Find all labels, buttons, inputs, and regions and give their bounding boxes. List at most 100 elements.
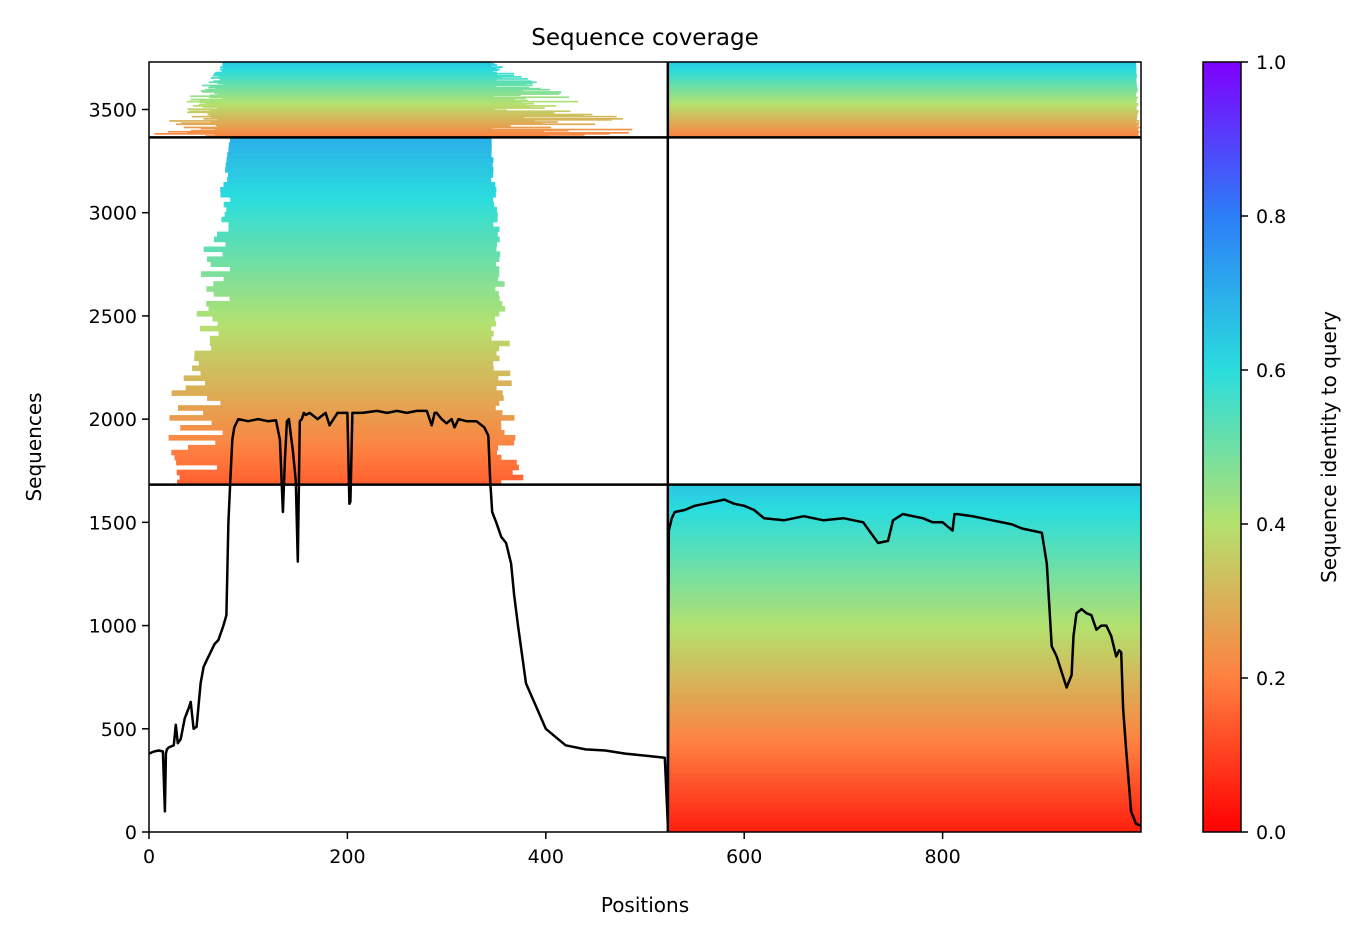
coverage-row <box>667 822 1141 828</box>
coverage-row <box>667 108 1137 110</box>
coverage-row <box>667 121 1137 123</box>
coverage-row <box>667 109 1137 112</box>
coverage-row <box>215 439 515 446</box>
coverage-row <box>667 101 1137 104</box>
coverage-row <box>203 246 497 253</box>
coverage-row <box>209 85 497 88</box>
coverage-region-3 <box>667 484 1141 832</box>
coverage-row <box>199 99 528 102</box>
coverage-row <box>667 97 1138 100</box>
coverage-row <box>667 628 1141 635</box>
coverage-row <box>667 88 1138 91</box>
y-tick-label: 1500 <box>89 512 137 534</box>
coverage-row <box>667 63 1137 65</box>
coverage-row <box>228 147 492 153</box>
coverage-row <box>222 430 505 436</box>
coverage-row <box>667 102 1139 105</box>
coverage-row <box>193 105 557 107</box>
coverage-row <box>667 663 1141 669</box>
coverage-row <box>204 88 550 91</box>
coverage-row <box>221 97 526 100</box>
coverage-row <box>667 643 1141 649</box>
coverage-row <box>667 648 1141 654</box>
coverage-row <box>667 732 1141 739</box>
coverage-row <box>667 568 1141 575</box>
coverage-row <box>202 91 562 93</box>
coverage-row <box>667 782 1141 788</box>
coverage-row <box>667 539 1141 545</box>
colorbar-label: Sequence identity to query <box>1317 311 1341 583</box>
coverage-row <box>208 86 530 89</box>
coverage-row <box>667 752 1141 759</box>
coverage-row <box>206 286 496 292</box>
coverage-row <box>227 177 492 183</box>
coverage-row <box>220 66 503 68</box>
coverage-row <box>190 95 494 98</box>
coverage-row <box>222 83 527 86</box>
coverage-region-1 <box>168 137 524 486</box>
coverage-row <box>200 90 523 92</box>
coverage-row <box>667 802 1141 808</box>
coverage-row <box>194 350 497 357</box>
coverage-row <box>667 777 1141 783</box>
coverage-row <box>667 578 1141 585</box>
coverage-row <box>230 137 492 143</box>
y-tick-label: 500 <box>101 719 137 741</box>
coverage-row <box>220 400 500 406</box>
coverage-row <box>667 499 1141 506</box>
coverage-row <box>186 100 579 103</box>
coverage-row <box>177 479 502 486</box>
coverage-row <box>667 489 1141 496</box>
coverage-row <box>200 271 500 277</box>
coverage-row <box>222 62 492 64</box>
coverage-row <box>169 415 515 421</box>
coverage-row <box>667 82 1137 85</box>
coverage-row <box>222 63 495 65</box>
coverage-row <box>217 119 612 121</box>
coverage-row <box>176 459 517 466</box>
coverage-row <box>190 98 516 101</box>
coverage-row <box>211 420 502 426</box>
y-tick-label: 3500 <box>89 99 137 121</box>
coverage-row <box>223 182 496 188</box>
coverage-row <box>223 201 495 208</box>
coverage-row <box>667 83 1137 86</box>
coverage-row <box>217 93 560 95</box>
coverage-row <box>667 112 1138 115</box>
coverage-row <box>667 524 1141 530</box>
coverage-row <box>667 772 1141 778</box>
y-axis: 0 500 1000 1500 2000 2500 3000 3500 <box>89 99 149 844</box>
coverage-row <box>667 127 1139 130</box>
coverage-row <box>667 494 1141 501</box>
coverage-row <box>225 167 494 173</box>
coverage-row <box>223 67 497 70</box>
coverage-row <box>667 90 1138 92</box>
coverage-row <box>667 683 1141 689</box>
coverage-row <box>209 335 492 342</box>
coverage-row <box>200 325 492 332</box>
coverage-row <box>667 106 1137 108</box>
coverage-row <box>667 123 1138 126</box>
coverage-row <box>667 613 1141 620</box>
coverage-row <box>221 216 498 223</box>
coverage-row <box>667 129 1139 132</box>
coverage-row <box>667 653 1141 659</box>
coverage-row <box>667 128 1138 131</box>
coverage-row <box>200 370 511 377</box>
coverage-row <box>217 82 533 85</box>
coverage-row <box>667 96 1138 99</box>
coverage-row <box>209 340 510 347</box>
coverage-row <box>215 124 510 127</box>
y-tick-label: 3000 <box>89 203 137 225</box>
colorbar-tick-label: 0.0 <box>1256 822 1286 844</box>
coverage-row <box>220 191 496 198</box>
coverage-row <box>667 797 1141 803</box>
coverage-row <box>210 109 507 112</box>
coverage-row <box>203 118 623 120</box>
coverage-row <box>667 65 1136 67</box>
coverage-row <box>667 74 1137 77</box>
colorbar-tick-label: 0.4 <box>1256 514 1286 536</box>
coverage-row <box>667 125 1137 128</box>
coverage-row <box>667 104 1139 106</box>
coverage-row <box>667 742 1141 749</box>
